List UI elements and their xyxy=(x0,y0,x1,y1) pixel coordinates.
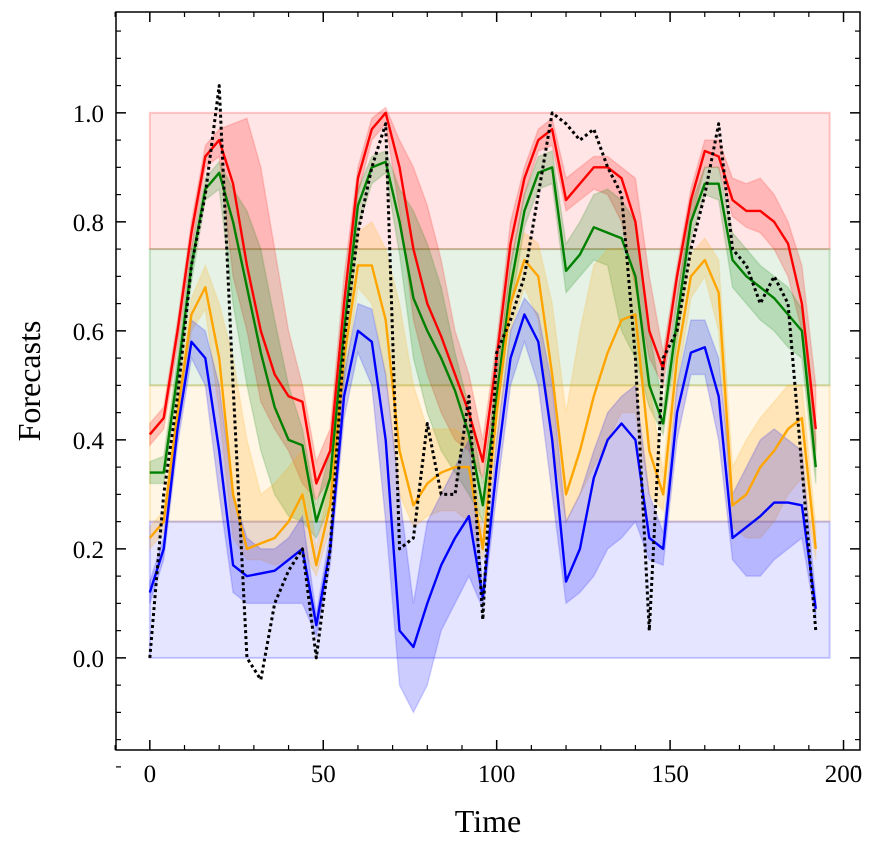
x-tick-label: 0 xyxy=(144,761,157,788)
x-tick-label: 50 xyxy=(311,761,336,788)
y-tick-label: 0.0 xyxy=(73,646,104,673)
y-tick-label: 0.4 xyxy=(73,428,105,455)
plot-area xyxy=(148,84,831,715)
x-axis-label: Time xyxy=(455,803,521,839)
series-line xyxy=(149,160,817,523)
y-tick-label: 0.8 xyxy=(73,210,104,237)
y-tick-label: 0.2 xyxy=(73,537,104,564)
uncertainty-band xyxy=(149,220,817,579)
uncertainty-band xyxy=(149,296,817,715)
region-band xyxy=(148,520,831,659)
x-tick-label: 150 xyxy=(651,761,689,788)
uncertainty-band xyxy=(149,106,817,502)
y-tick-label: 1.0 xyxy=(73,101,104,128)
x-tick-label: 200 xyxy=(825,761,863,788)
x-tick-label: 100 xyxy=(478,761,516,788)
series-line xyxy=(148,111,817,485)
series-line xyxy=(148,258,817,567)
series-line xyxy=(148,84,818,682)
y-tick-label: 0.6 xyxy=(73,319,104,346)
plot-frame xyxy=(115,11,861,751)
y-axis-label: Forecasts xyxy=(11,321,47,442)
